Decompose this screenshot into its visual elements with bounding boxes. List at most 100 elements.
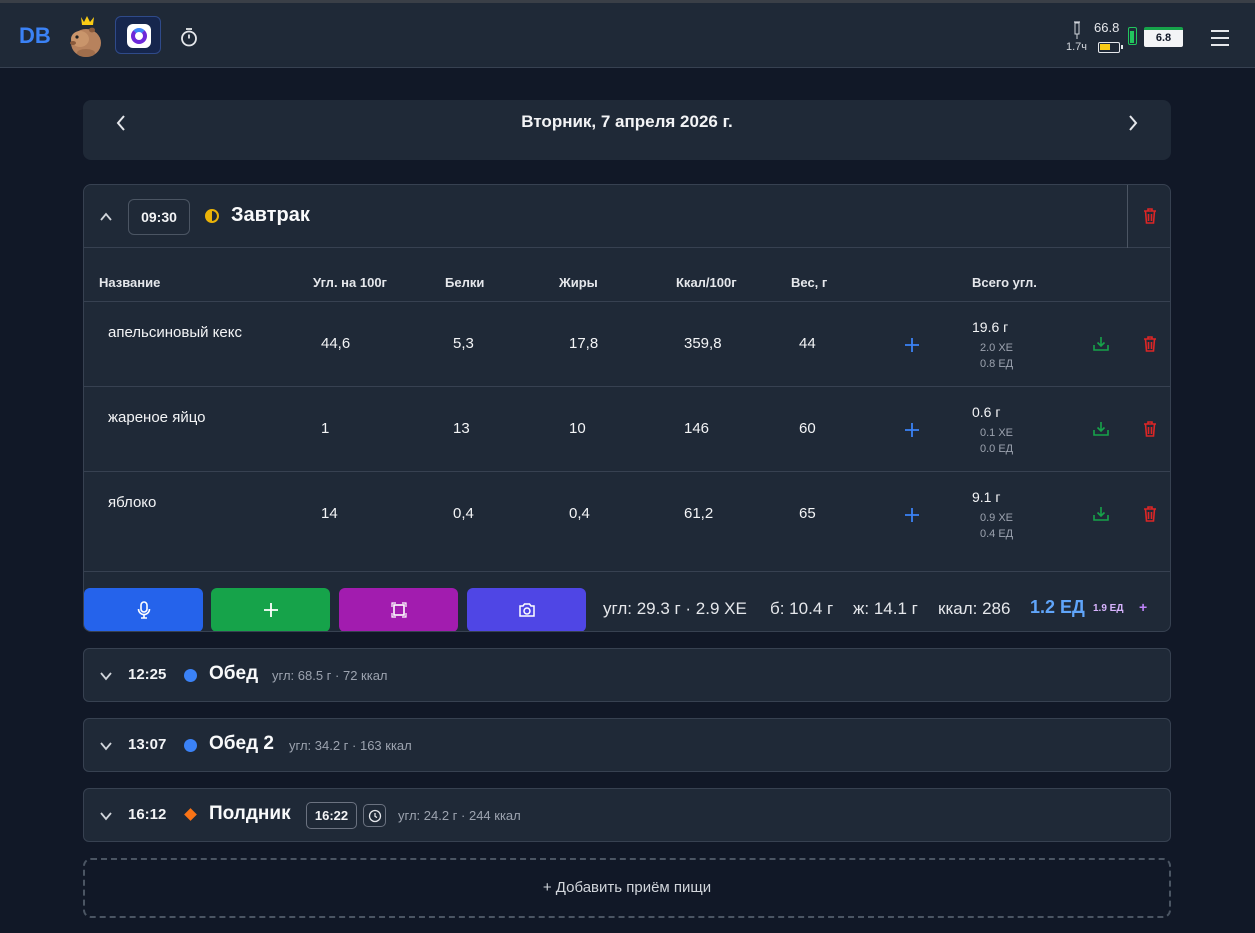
- meal-card-snack[interactable]: 16:12 Полдник 16:22 угл: 24.2 г · 244 кк…: [83, 788, 1171, 842]
- delete-meal-button[interactable]: [1127, 185, 1170, 248]
- summary-insulin-units[interactable]: 1.2 ЕД: [1030, 597, 1085, 617]
- divider: [84, 571, 1170, 572]
- syringe-icon: [1074, 21, 1080, 39]
- kcal100-value[interactable]: 146: [684, 420, 710, 437]
- scan-icon: [390, 602, 407, 618]
- plus-icon[interactable]: [903, 506, 921, 524]
- meal-header[interactable]: 09:30 Завтрак: [84, 185, 1170, 248]
- sensor-battery-icon: [1128, 27, 1137, 45]
- add-insulin-button[interactable]: +: [1139, 599, 1148, 615]
- protein-value[interactable]: 0,4: [453, 505, 474, 522]
- window-top-border: [0, 0, 1255, 3]
- protein-value[interactable]: 13: [453, 420, 470, 437]
- meal-name: Завтрак: [231, 204, 310, 226]
- carbs100-value[interactable]: 44,6: [321, 335, 351, 352]
- column-header-name: Название: [99, 275, 161, 290]
- meal-name: Обед: [209, 663, 259, 684]
- save-food-icon[interactable]: [1092, 505, 1110, 523]
- carbs100-value[interactable]: 14: [321, 505, 338, 522]
- fat-value[interactable]: 17,8: [569, 335, 599, 352]
- column-header-protein: Белки: [445, 275, 485, 290]
- meal-summary: угл: 24.2 г · 244 ккал: [398, 808, 521, 823]
- chevron-up-icon[interactable]: [98, 209, 114, 225]
- plus-icon[interactable]: [903, 336, 921, 354]
- meal-card-lunch[interactable]: 12:25 Обед угл: 68.5 г · 72 ккал: [83, 648, 1171, 702]
- glucose-meter-badge[interactable]: 6.8: [1144, 27, 1183, 47]
- diamond-icon: [184, 808, 197, 821]
- total-carbs: 9.1 г: [972, 489, 1001, 505]
- stopwatch-icon[interactable]: [178, 26, 200, 48]
- add-food-button[interactable]: [211, 588, 330, 631]
- plus-icon: [263, 603, 278, 617]
- integration-app-button[interactable]: [115, 16, 161, 54]
- trash-icon[interactable]: [1141, 335, 1159, 353]
- photo-recognition-button[interactable]: [467, 588, 586, 631]
- capybara-avatar[interactable]: [66, 15, 104, 59]
- meal-time: 13:07: [128, 736, 167, 753]
- date-title: Вторник, 7 апреля 2026 г.: [521, 112, 733, 131]
- save-food-icon[interactable]: [1092, 420, 1110, 438]
- table-row: жареное яйцо 1 13 10 146 60 0.6 г 0.1 ХЕ…: [84, 386, 1170, 471]
- meal-name: Обед 2: [209, 733, 274, 754]
- kcal100-value[interactable]: 61,2: [684, 505, 714, 522]
- carbs100-value[interactable]: 1: [321, 420, 330, 437]
- summary-fat: ж: 14.1 г: [853, 599, 918, 618]
- insulin-units: 0.0 ЕД: [980, 443, 1014, 455]
- column-header-weight: Вес, г: [791, 275, 828, 290]
- time-since-injection: 1.7ч: [1066, 41, 1088, 53]
- add-meal-button[interactable]: + Добавить приём пищи: [83, 858, 1171, 918]
- voice-input-button[interactable]: [84, 588, 203, 631]
- glucose-status[interactable]: 66.8 1.7ч: [1066, 17, 1126, 57]
- chevron-left-icon[interactable]: [109, 111, 133, 135]
- column-header-total-carbs: Всего угл.: [972, 275, 1037, 290]
- trash-icon: [1144, 208, 1156, 224]
- trash-icon[interactable]: [1141, 420, 1159, 438]
- half-circle-icon: [205, 209, 219, 223]
- date-navigator: Вторник, 7 апреля 2026 г.: [83, 100, 1171, 160]
- hamburger-menu-icon[interactable]: [1211, 30, 1231, 46]
- bread-units: 0.1 ХЕ: [980, 427, 1014, 439]
- weight-value[interactable]: 60: [799, 420, 816, 437]
- fat-value[interactable]: 10: [569, 420, 586, 437]
- food-name[interactable]: апельсиновый кекс: [108, 324, 242, 341]
- scan-barcode-button[interactable]: [339, 588, 458, 631]
- table-row: апельсиновый кекс 44,6 5,3 17,8 359,8 44…: [84, 301, 1170, 386]
- meal-card-breakfast: 09:30 Завтрак Название Угл. на 100г Белк…: [83, 184, 1171, 632]
- meal-time: 12:25: [128, 666, 167, 683]
- bread-units: 0.9 ХЕ: [980, 512, 1014, 524]
- app-logo[interactable]: DB: [19, 23, 51, 48]
- meal-summary: угл: 68.5 г · 72 ккал: [272, 668, 388, 683]
- food-name[interactable]: яблоко: [108, 494, 157, 511]
- clock-icon: [368, 809, 382, 823]
- total-carbs: 0.6 г: [972, 404, 1001, 420]
- meal-card-lunch-2[interactable]: 13:07 Обед 2 угл: 34.2 г · 163 ккал: [83, 718, 1171, 772]
- microphone-icon: [137, 601, 150, 619]
- summary-protein: б: 10.4 г: [770, 599, 834, 618]
- weight-value[interactable]: 44: [799, 335, 816, 352]
- insulin-units: 0.8 ЕД: [980, 358, 1014, 370]
- chevron-right-icon[interactable]: [1121, 111, 1145, 135]
- reminder-time-badge[interactable]: 16:22: [306, 802, 357, 829]
- save-food-icon[interactable]: [1092, 335, 1110, 353]
- meal-time: 16:12: [128, 806, 167, 823]
- total-carbs: 19.6 г: [972, 319, 1009, 335]
- column-header-carbs100: Угл. на 100г: [313, 275, 387, 290]
- chevron-down-icon[interactable]: [98, 808, 114, 824]
- food-name[interactable]: жареное яйцо: [108, 409, 206, 426]
- glucose-value: 66.8: [1094, 20, 1120, 35]
- chevron-down-icon[interactable]: [98, 668, 114, 684]
- battery-icon: [1098, 42, 1123, 53]
- protein-value[interactable]: 5,3: [453, 335, 474, 352]
- reminder-clock-button[interactable]: [363, 804, 386, 827]
- trash-icon[interactable]: [1141, 505, 1159, 523]
- weight-value[interactable]: 65: [799, 505, 816, 522]
- chevron-down-icon[interactable]: [98, 738, 114, 754]
- app-header: DB 66.8 1.7ч 6.8: [0, 3, 1255, 68]
- fat-value[interactable]: 0,4: [569, 505, 590, 522]
- plus-icon[interactable]: [903, 421, 921, 439]
- kcal100-value[interactable]: 359,8: [684, 335, 722, 352]
- meal-dot-icon: [184, 739, 197, 752]
- meal-name: Полдник: [209, 803, 291, 824]
- camera-icon: [518, 603, 535, 617]
- meal-time-input[interactable]: 09:30: [128, 199, 190, 235]
